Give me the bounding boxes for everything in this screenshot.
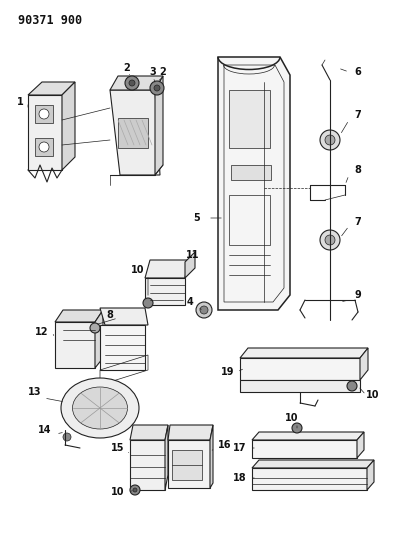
Text: 8: 8 (106, 310, 114, 320)
Circle shape (39, 109, 49, 119)
Circle shape (133, 488, 137, 492)
Polygon shape (28, 95, 62, 170)
Circle shape (292, 423, 302, 433)
Polygon shape (55, 322, 95, 368)
Polygon shape (28, 82, 75, 95)
Bar (172, 450, 202, 480)
Text: 8: 8 (355, 165, 361, 175)
Circle shape (325, 235, 335, 245)
Text: 10: 10 (131, 265, 145, 275)
Polygon shape (240, 348, 368, 358)
Polygon shape (118, 118, 148, 148)
Polygon shape (252, 440, 357, 458)
Polygon shape (185, 252, 195, 278)
Text: 11: 11 (186, 250, 200, 260)
Polygon shape (252, 460, 374, 468)
Polygon shape (55, 310, 103, 322)
Text: 10: 10 (285, 413, 299, 423)
Text: 1: 1 (17, 97, 23, 107)
Polygon shape (357, 432, 364, 458)
Polygon shape (62, 82, 75, 170)
Polygon shape (252, 468, 367, 490)
Circle shape (63, 433, 71, 441)
Ellipse shape (61, 378, 139, 438)
Polygon shape (145, 260, 188, 278)
Polygon shape (145, 278, 185, 305)
Circle shape (143, 298, 153, 308)
Polygon shape (240, 380, 360, 392)
Circle shape (320, 130, 340, 150)
Polygon shape (240, 358, 360, 380)
Polygon shape (252, 432, 364, 440)
Circle shape (150, 81, 164, 95)
Circle shape (347, 381, 357, 391)
Text: 12: 12 (35, 327, 49, 337)
Text: 16: 16 (218, 440, 232, 450)
Text: 7: 7 (355, 217, 361, 227)
Polygon shape (155, 76, 163, 175)
Circle shape (154, 85, 160, 91)
Text: 6: 6 (355, 67, 361, 77)
Text: 14: 14 (38, 425, 52, 435)
Circle shape (90, 323, 100, 333)
Text: 17: 17 (233, 443, 247, 453)
Polygon shape (367, 460, 374, 490)
Text: 18: 18 (233, 473, 247, 483)
Circle shape (129, 80, 135, 86)
Polygon shape (130, 440, 165, 490)
Text: 15: 15 (111, 443, 125, 453)
Text: 10: 10 (366, 390, 380, 400)
Polygon shape (360, 348, 368, 380)
Circle shape (125, 76, 139, 90)
Circle shape (196, 302, 212, 318)
Ellipse shape (73, 387, 127, 429)
Text: 7: 7 (355, 110, 361, 120)
Polygon shape (100, 308, 148, 325)
Text: 5: 5 (194, 213, 200, 223)
Bar (35, 105, 53, 123)
Text: 2: 2 (123, 63, 130, 73)
Polygon shape (165, 425, 168, 490)
Polygon shape (168, 440, 210, 488)
Circle shape (320, 230, 340, 250)
Text: 19: 19 (221, 367, 235, 377)
Polygon shape (130, 425, 168, 440)
Circle shape (325, 135, 335, 145)
Polygon shape (210, 425, 213, 488)
Text: 13: 13 (28, 387, 42, 397)
Text: 10: 10 (111, 487, 125, 497)
Bar (231, 165, 271, 180)
Polygon shape (100, 325, 145, 370)
Circle shape (200, 306, 208, 314)
Polygon shape (229, 90, 270, 148)
Text: 90371 900: 90371 900 (18, 14, 82, 27)
Circle shape (130, 485, 140, 495)
Bar (35, 138, 53, 156)
Polygon shape (110, 76, 163, 90)
Text: 9: 9 (355, 290, 361, 300)
Polygon shape (95, 310, 103, 368)
Polygon shape (218, 57, 290, 310)
Polygon shape (168, 425, 213, 440)
Text: 2: 2 (160, 67, 166, 77)
Circle shape (39, 142, 49, 152)
Text: 3: 3 (150, 67, 156, 77)
Text: 4: 4 (187, 297, 193, 307)
Polygon shape (110, 90, 160, 175)
